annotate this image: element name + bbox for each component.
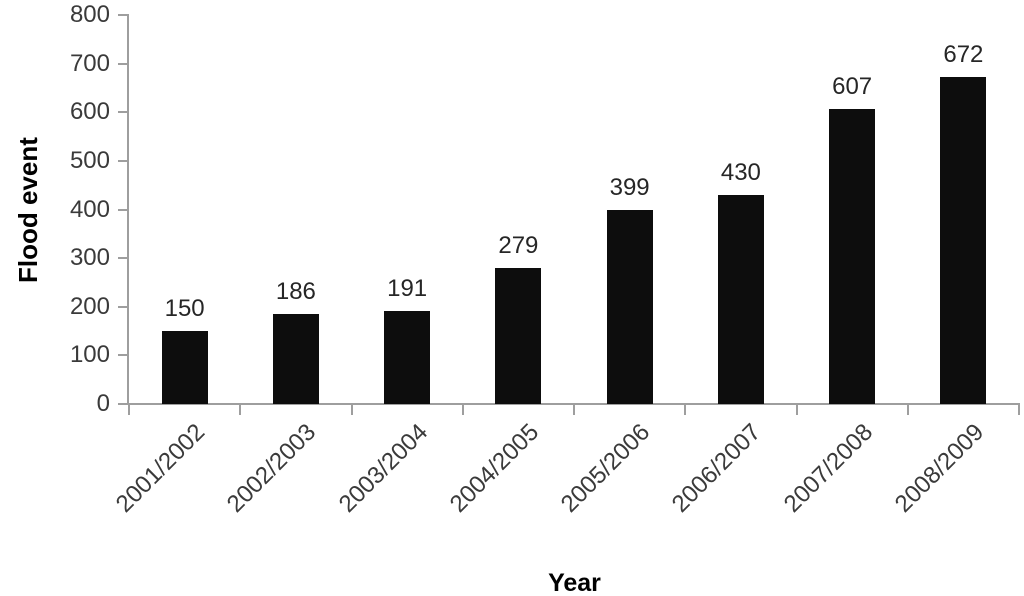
x-category-label: 2006/2007 <box>667 418 767 518</box>
y-tick-mark <box>118 305 129 308</box>
x-category-label: 2004/2005 <box>444 418 545 518</box>
x-axis-title: Year <box>548 569 601 596</box>
x-tick-mark <box>795 404 798 415</box>
y-tick-mark <box>118 111 129 114</box>
bar <box>940 77 987 404</box>
y-tick-mark <box>118 208 129 211</box>
x-tick-mark <box>684 404 687 415</box>
y-tick-mark <box>118 403 129 405</box>
bar-value-label: 186 <box>275 277 316 305</box>
y-tick-mark <box>118 354 129 357</box>
bar <box>384 311 431 404</box>
x-category-label: 2008/2009 <box>889 418 990 518</box>
x-tick-mark <box>239 404 242 415</box>
bar <box>495 268 542 404</box>
bar <box>272 313 319 404</box>
bar-value-label: 399 <box>609 173 650 201</box>
y-tick-label: 600 <box>69 98 110 126</box>
y-tick-label: 0 <box>96 390 110 417</box>
bar-value-label: 191 <box>387 275 428 303</box>
bar-value-label: 607 <box>832 72 873 100</box>
x-category-label: 2003/2004 <box>333 418 433 518</box>
x-tick-mark <box>461 404 464 415</box>
x-category-label: 2005/2006 <box>555 418 656 518</box>
bar-value-label: 430 <box>720 158 761 186</box>
bar-value-label: 150 <box>164 295 205 323</box>
x-tick-mark <box>128 404 130 415</box>
y-tick-label: 500 <box>69 146 110 174</box>
x-tick-mark <box>906 404 909 415</box>
y-tick-label: 200 <box>69 292 110 320</box>
bar <box>606 209 653 404</box>
x-tick-mark <box>1018 404 1020 415</box>
bar <box>717 194 764 404</box>
y-tick-mark <box>118 62 129 65</box>
y-tick-mark <box>118 159 129 162</box>
y-tick-label: 300 <box>69 244 110 272</box>
y-tick-label: 800 <box>69 1 110 28</box>
x-category-label: 2001/2002 <box>110 418 211 518</box>
bar <box>161 331 208 404</box>
y-tick-label: 700 <box>69 49 110 77</box>
y-tick-mark <box>118 14 129 16</box>
bar-value-label: 279 <box>498 232 539 260</box>
y-tick-mark <box>118 257 129 260</box>
bar <box>829 108 876 404</box>
x-category-label: 2007/2008 <box>778 418 878 518</box>
x-tick-mark <box>573 404 575 415</box>
bar-value-label: 672 <box>943 41 984 69</box>
y-tick-label: 400 <box>69 195 110 223</box>
x-category-label: 2002/2003 <box>222 418 322 518</box>
y-tick-label: 100 <box>69 341 110 369</box>
x-tick-mark <box>350 404 353 415</box>
